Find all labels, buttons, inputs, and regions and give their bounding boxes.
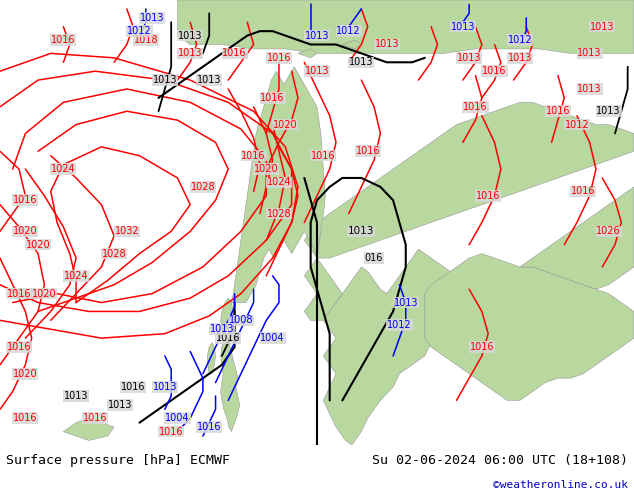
Polygon shape bbox=[221, 298, 240, 432]
Text: 1016: 1016 bbox=[546, 106, 570, 116]
Text: 1013: 1013 bbox=[178, 49, 202, 58]
Text: 1013: 1013 bbox=[153, 382, 177, 392]
Text: 1013: 1013 bbox=[349, 57, 373, 67]
Polygon shape bbox=[178, 0, 634, 53]
Text: 1012: 1012 bbox=[127, 26, 152, 36]
Text: 1012: 1012 bbox=[387, 320, 411, 330]
Text: 1016: 1016 bbox=[7, 342, 31, 352]
Polygon shape bbox=[342, 40, 361, 49]
Text: 1028: 1028 bbox=[191, 182, 215, 192]
Text: 1013: 1013 bbox=[508, 53, 532, 63]
Text: 1004: 1004 bbox=[261, 333, 285, 343]
Text: 1013: 1013 bbox=[140, 13, 164, 23]
Text: 1016: 1016 bbox=[159, 427, 183, 437]
Text: 1024: 1024 bbox=[267, 177, 291, 187]
Polygon shape bbox=[304, 102, 634, 258]
Text: 1008: 1008 bbox=[229, 316, 253, 325]
Text: 1012: 1012 bbox=[508, 35, 532, 45]
Text: 1013: 1013 bbox=[590, 22, 614, 32]
Polygon shape bbox=[231, 67, 325, 302]
Polygon shape bbox=[207, 343, 216, 374]
Polygon shape bbox=[425, 254, 634, 400]
Text: 1013: 1013 bbox=[153, 75, 177, 85]
Text: 1013: 1013 bbox=[457, 53, 481, 63]
Polygon shape bbox=[304, 258, 342, 320]
Text: 1016: 1016 bbox=[476, 191, 500, 201]
Polygon shape bbox=[323, 249, 463, 445]
Text: 016: 016 bbox=[365, 253, 383, 263]
Text: 1013: 1013 bbox=[210, 324, 234, 334]
Text: 1016: 1016 bbox=[121, 382, 145, 392]
Text: 1013: 1013 bbox=[394, 297, 418, 308]
Text: 1016: 1016 bbox=[51, 35, 75, 45]
Text: 1013: 1013 bbox=[578, 84, 602, 94]
Text: 1016: 1016 bbox=[571, 186, 595, 196]
Text: 1013: 1013 bbox=[451, 22, 475, 32]
Polygon shape bbox=[520, 187, 634, 289]
Text: Surface pressure [hPa] ECMWF: Surface pressure [hPa] ECMWF bbox=[6, 454, 230, 467]
Text: 1013: 1013 bbox=[305, 66, 329, 76]
Text: 1016: 1016 bbox=[13, 413, 37, 423]
Text: 1013: 1013 bbox=[348, 226, 375, 236]
Text: 1012: 1012 bbox=[337, 26, 361, 36]
Text: 1016: 1016 bbox=[242, 151, 266, 161]
Text: 1012: 1012 bbox=[565, 120, 589, 129]
Text: ©weatheronline.co.uk: ©weatheronline.co.uk bbox=[493, 481, 628, 490]
Text: 1020: 1020 bbox=[273, 120, 297, 129]
Text: 1032: 1032 bbox=[115, 226, 139, 236]
Text: 1026: 1026 bbox=[597, 226, 621, 236]
Text: Su 02-06-2024 06:00 UTC (18+108): Su 02-06-2024 06:00 UTC (18+108) bbox=[372, 454, 628, 467]
Text: 1016: 1016 bbox=[470, 342, 494, 352]
Text: 1013: 1013 bbox=[578, 49, 602, 58]
Text: 1004: 1004 bbox=[165, 413, 190, 423]
Text: 1013: 1013 bbox=[178, 30, 202, 41]
Text: 1018: 1018 bbox=[134, 35, 158, 45]
Text: 1016: 1016 bbox=[197, 422, 221, 432]
Text: 1016: 1016 bbox=[83, 413, 107, 423]
Text: 1013: 1013 bbox=[375, 40, 399, 49]
Text: 1016: 1016 bbox=[463, 102, 488, 112]
Text: 1020: 1020 bbox=[13, 226, 37, 236]
Text: 1016: 1016 bbox=[216, 333, 240, 343]
Text: 1016: 1016 bbox=[482, 66, 507, 76]
Text: 1013: 1013 bbox=[108, 400, 133, 410]
Text: 1016: 1016 bbox=[267, 53, 291, 63]
Text: 1016: 1016 bbox=[7, 289, 31, 298]
Text: 1013: 1013 bbox=[597, 106, 621, 116]
Text: 1016: 1016 bbox=[13, 195, 37, 205]
Text: 1013: 1013 bbox=[305, 30, 329, 41]
Text: 1016: 1016 bbox=[311, 151, 335, 161]
Text: 1020: 1020 bbox=[254, 164, 278, 174]
Text: 1013: 1013 bbox=[197, 75, 221, 85]
Polygon shape bbox=[63, 418, 114, 441]
Text: 1020: 1020 bbox=[13, 369, 37, 379]
Text: 1020: 1020 bbox=[26, 240, 50, 250]
Text: 1028: 1028 bbox=[267, 209, 291, 219]
Text: 1016: 1016 bbox=[261, 93, 285, 103]
Text: 1016: 1016 bbox=[223, 49, 247, 58]
Text: 1024: 1024 bbox=[51, 164, 75, 174]
Text: 1013: 1013 bbox=[64, 391, 88, 401]
Text: 1016: 1016 bbox=[356, 147, 380, 156]
Polygon shape bbox=[298, 49, 317, 58]
Text: 1028: 1028 bbox=[102, 248, 126, 259]
Text: 1024: 1024 bbox=[64, 271, 88, 281]
Text: 1020: 1020 bbox=[32, 289, 56, 298]
